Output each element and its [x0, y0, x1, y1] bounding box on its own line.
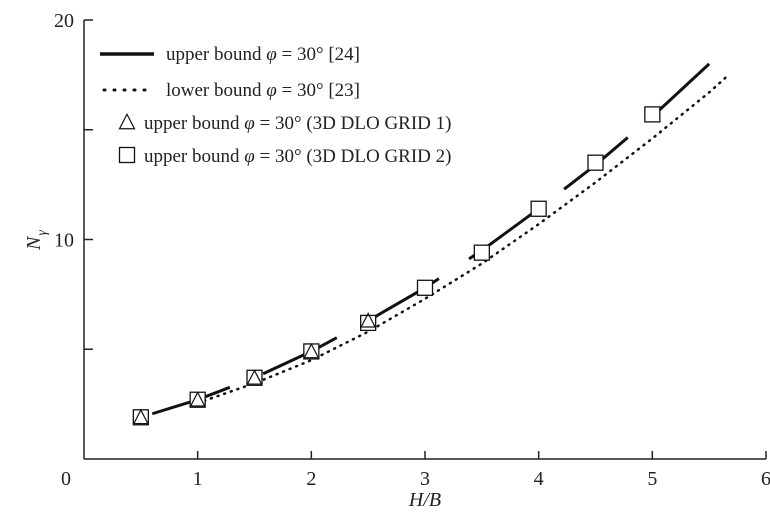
marker-triangle — [132, 408, 149, 425]
ticks: 0 1 2 3 4 5 6 10 20 — [54, 10, 770, 490]
legend-label-name: upper bound — [166, 44, 266, 65]
y-tick-label: 20 — [54, 10, 74, 32]
legend-label: upper bound φ = 30° (3D DLO GRID 2) — [144, 146, 451, 167]
legend-label-rest: = 30° (3D DLO GRID 1) — [255, 113, 452, 134]
x-tick-label: 4 — [534, 468, 544, 490]
legend-label-name: upper bound — [144, 146, 244, 167]
y-tick-label: 10 — [54, 230, 74, 252]
marker-square — [644, 106, 661, 123]
x-tick-label: 3 — [420, 468, 430, 490]
legend-label: upper bound φ = 30° [24] — [166, 44, 360, 65]
marker-square — [473, 244, 490, 261]
legend-label-rest: = 30° (3D DLO GRID 2) — [255, 146, 452, 167]
legend-label-phi: φ — [266, 80, 277, 101]
markers-layer — [132, 106, 661, 426]
x-tick-label: 6 — [761, 468, 770, 490]
legend-label: lower bound φ = 30° [23] — [166, 80, 360, 101]
marker-triangle — [189, 391, 206, 407]
legend-swatch-square — [118, 146, 136, 164]
x-tick-label: 0 — [61, 468, 71, 490]
y-axis-label: Nγ — [23, 230, 50, 251]
legend-label-name: lower bound — [166, 80, 266, 101]
marker-triangle — [360, 312, 377, 328]
marker-triangle — [303, 342, 320, 359]
marker-square — [246, 369, 263, 386]
marker-triangle — [246, 369, 263, 385]
legend-label-phi: φ — [244, 113, 255, 134]
marker-square — [416, 279, 434, 296]
x-tick-label: 2 — [306, 468, 316, 490]
legend-label-rest: = 30° [23] — [277, 80, 360, 101]
marker-square — [189, 391, 206, 408]
y-axis-label-subscript: γ — [35, 230, 50, 236]
marker-square — [303, 343, 320, 360]
svg-text:Nγ: Nγ — [23, 230, 50, 251]
legend-label-name: upper bound — [144, 113, 244, 134]
x-axis-label: H/B — [408, 489, 441, 511]
x-tick-label: 5 — [647, 468, 657, 490]
marker-square — [587, 154, 604, 171]
x-tick-label: 1 — [193, 468, 203, 490]
legend-label: upper bound φ = 30° (3D DLO GRID 1) — [144, 113, 451, 134]
legend-swatch-triangle — [118, 112, 136, 130]
legend-label-phi: φ — [266, 44, 277, 65]
marker-square — [132, 409, 149, 426]
legend-label-rest: = 30° [24] — [277, 44, 360, 65]
y-axis-label-main: N — [23, 235, 45, 251]
series-lower-bound-line — [196, 75, 728, 405]
legend: upper bound φ = 30° [24] lower bound φ = … — [100, 44, 451, 167]
marker-square — [530, 200, 547, 217]
legend-label-phi: φ — [244, 146, 255, 167]
